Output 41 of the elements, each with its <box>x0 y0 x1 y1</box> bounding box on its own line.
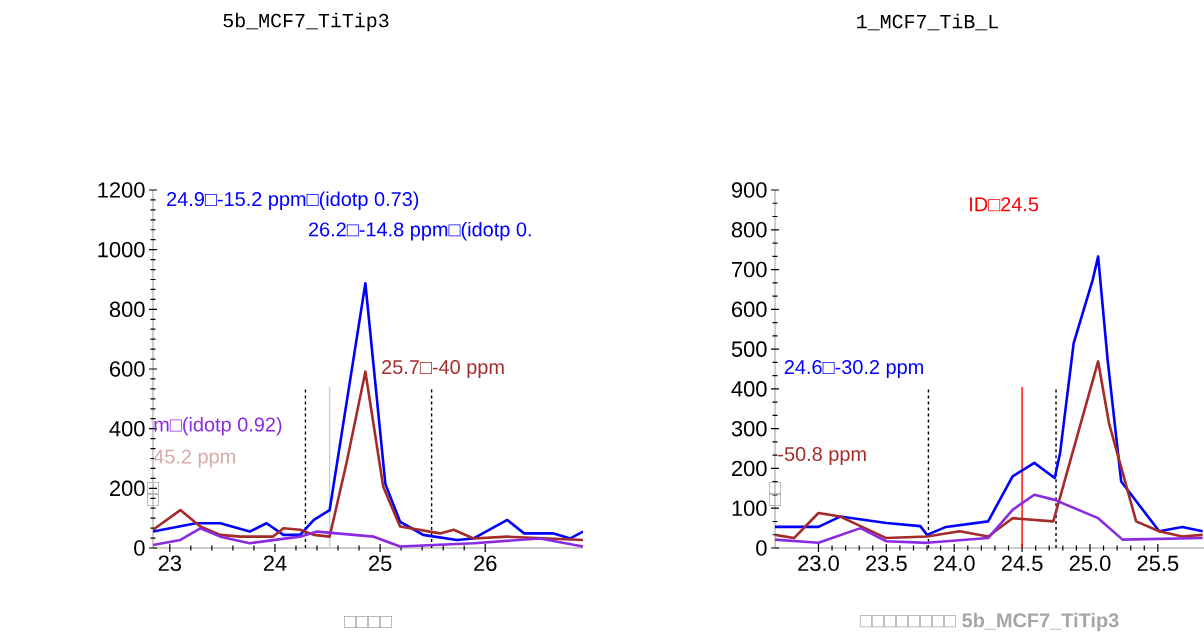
x-tick-label: 24.0 <box>933 555 975 572</box>
y-tick-label: 300 <box>731 420 767 437</box>
y-tick-label: 800 <box>731 222 767 238</box>
y-tick-label: 600 <box>110 361 145 377</box>
annotation: 26.2□-14.8 ppm□(idotp 0. <box>309 221 531 241</box>
x-tick-label: 25 <box>369 555 392 572</box>
x-tick-label: 25.0 <box>1069 555 1111 572</box>
x-tick-label: 26 <box>474 555 497 572</box>
x-tick-label: 23 <box>158 555 182 572</box>
y-tick-label: 400 <box>731 381 767 397</box>
annotation: ID□24.5 <box>970 197 1039 212</box>
x-tick-label: 25.5 <box>1137 555 1179 572</box>
annotation: 24.6□-30.2 ppm <box>784 359 923 379</box>
annotation: m□(idotp 0.92) <box>154 416 282 436</box>
x-tick-label: 24.5 <box>1001 555 1043 572</box>
y-tick-label: 0 <box>134 540 145 556</box>
y-tick-label: 400 <box>109 420 145 437</box>
y-tick-label: 100 <box>732 500 767 516</box>
chart-title: 5b_MCF7_TiTip3 <box>223 12 389 32</box>
y-tick-label: 200 <box>110 480 145 497</box>
x-tick-label: 24 <box>263 555 287 571</box>
y-tick-label: 0 <box>756 540 767 556</box>
annotation: 45.2 ppm <box>153 449 235 468</box>
y-axis-title: □□ <box>769 482 781 506</box>
chart-title: 1_MCF7_TiB_L <box>857 13 998 31</box>
x-axis-title: □□□□ <box>344 616 393 628</box>
y-tick-label: 1200 <box>98 182 145 198</box>
annotation: 24.9□-15.2 ppm□(idotp 0.73) <box>167 191 419 211</box>
y-tick-label: 500 <box>731 341 767 357</box>
annotation: -50.8 ppm <box>778 446 866 466</box>
y-tick-label: 700 <box>732 261 767 278</box>
y-tick-label: 1000 <box>98 241 145 258</box>
y-tick-label: 900 <box>731 182 767 198</box>
y-tick-label: 800 <box>109 301 145 318</box>
x-tick-label: 23.5 <box>866 555 907 572</box>
y-axis-title: □□ <box>147 482 159 506</box>
y-tick-label: 600 <box>732 301 767 318</box>
y-tick-label: 200 <box>732 460 767 477</box>
x-tick-label: 23.0 <box>798 555 839 572</box>
x-axis-title: □□□□□□□□ 5b_MCF7_TiTip3 <box>859 612 1119 632</box>
annotation: 25.7□-40 ppm <box>382 359 504 379</box>
